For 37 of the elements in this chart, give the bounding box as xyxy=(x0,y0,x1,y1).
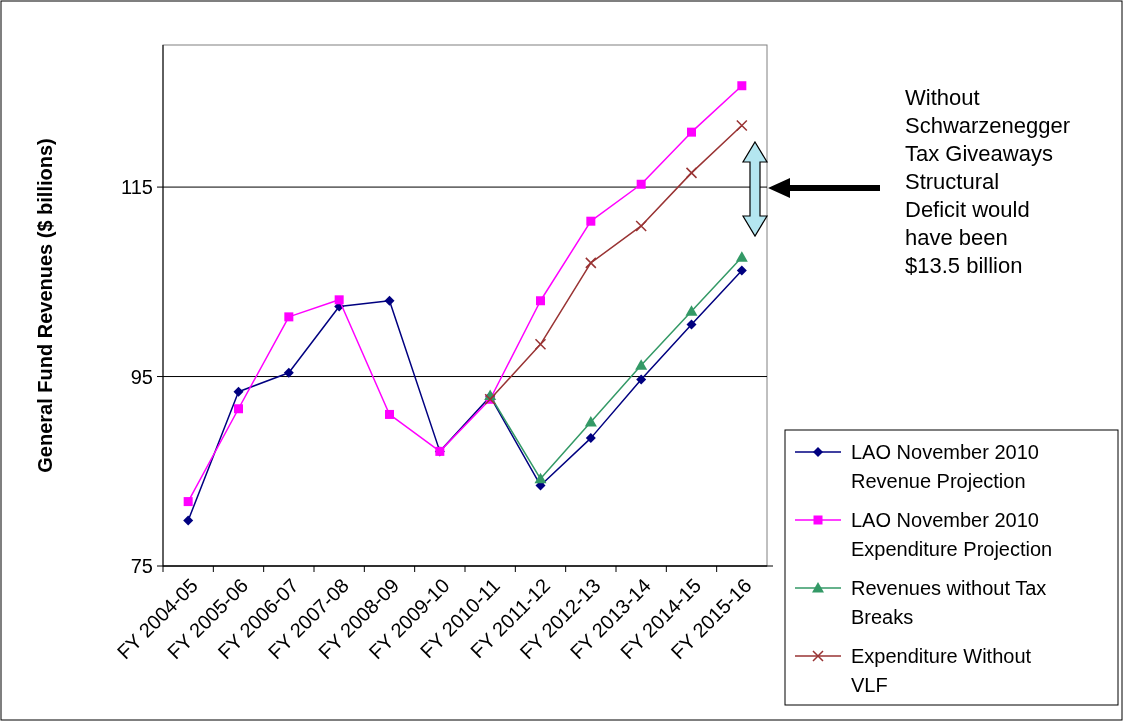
point xyxy=(687,127,696,137)
y-tick-label: 75 xyxy=(130,555,153,577)
point xyxy=(736,265,747,276)
point xyxy=(536,296,545,306)
point xyxy=(584,416,597,427)
point xyxy=(283,367,294,378)
point xyxy=(636,179,646,189)
point xyxy=(585,257,597,269)
legend-label: Revenues without Tax Breaks xyxy=(851,577,1047,628)
point xyxy=(284,312,294,322)
point xyxy=(686,319,697,330)
point xyxy=(635,359,648,370)
y-axis-title: General Fund Revenues ($ billions) xyxy=(34,138,56,473)
point xyxy=(735,251,748,262)
point xyxy=(233,386,244,397)
legend-label: LAO November 2010 Revenue Projection xyxy=(851,441,1039,492)
y-tick-label: 95 xyxy=(130,365,153,388)
point xyxy=(534,338,547,351)
point xyxy=(586,216,596,226)
legend-label: LAO November 2010 Expenditure Projection xyxy=(851,509,1053,560)
y-tick-label: 115 xyxy=(121,176,153,199)
point xyxy=(585,433,596,444)
point xyxy=(737,81,747,91)
point xyxy=(183,497,193,507)
point xyxy=(234,404,243,414)
point xyxy=(685,167,698,179)
point xyxy=(385,409,394,419)
text: Without Schwarzenegger Tax Giveaways Structural Deficit would have been $13.5 billion xyxy=(905,85,1071,278)
point xyxy=(636,374,647,385)
point xyxy=(635,220,647,232)
point xyxy=(736,119,748,132)
legend-label: Expenditure Without VLF xyxy=(851,645,1032,696)
point xyxy=(534,472,547,484)
point xyxy=(334,295,344,305)
point xyxy=(685,305,698,316)
point xyxy=(183,515,194,526)
point xyxy=(384,295,395,306)
